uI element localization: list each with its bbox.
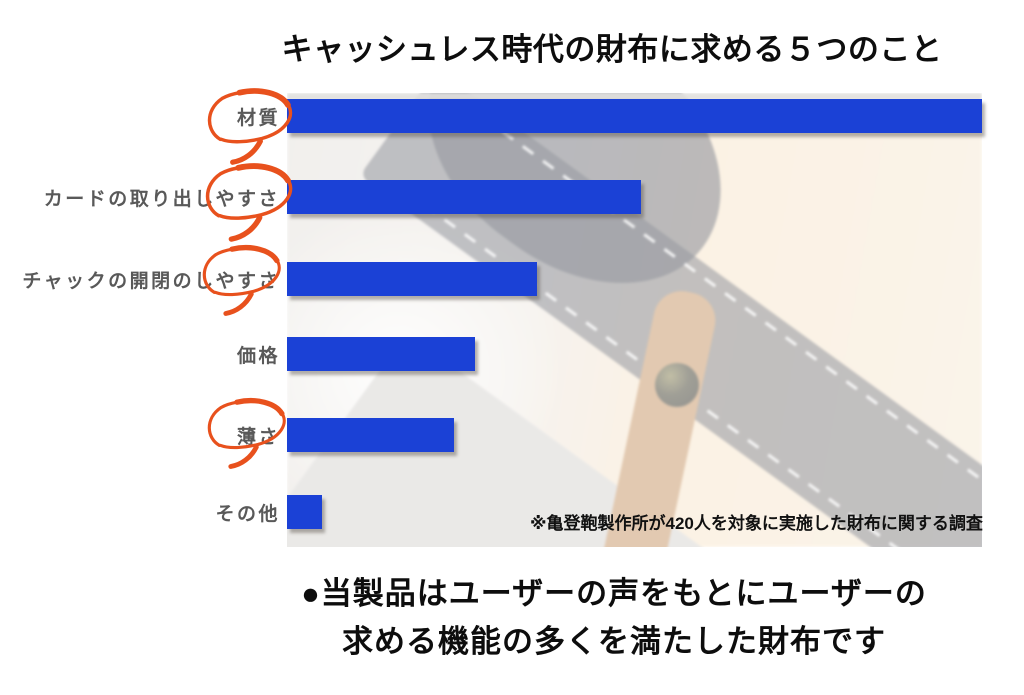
bar-card-access bbox=[287, 180, 642, 214]
caption-block: ●当製品はユーザーの声をもとにユーザーの 求める機能の多くを満たした財布です bbox=[301, 570, 927, 666]
bar-thinness bbox=[287, 418, 454, 452]
plot-area bbox=[287, 93, 982, 547]
chart-row: カードの取り出しやすさ bbox=[0, 180, 1024, 214]
bar-price bbox=[287, 337, 475, 371]
chart-row: 価格 bbox=[0, 337, 1024, 371]
wallet-snap-button bbox=[655, 363, 699, 407]
chart-row: チャックの開閉のしやすさ bbox=[0, 262, 1024, 296]
source-note: ※亀登鞄製作所が420人を対象に実施した財布に関する調査 bbox=[530, 514, 983, 533]
caption-line-2: 求める機能の多くを満たした財布です bbox=[342, 624, 886, 659]
chart-title: キャッシュレス時代の財布に求める５つのこと bbox=[281, 32, 943, 67]
chart-row: 薄さ bbox=[0, 418, 1024, 452]
category-label-card-access: カードの取り出しやすさ bbox=[43, 188, 280, 210]
category-label-zipper-ease: チャックの開閉のしやすさ bbox=[22, 270, 280, 292]
chart-row: その他 bbox=[0, 495, 1024, 529]
category-label-other: その他 bbox=[215, 503, 280, 525]
caption-line-1: ●当製品はユーザーの声をもとにユーザーの bbox=[301, 576, 927, 611]
category-label-material: 材質 bbox=[236, 107, 280, 129]
wallet-photo-background bbox=[287, 93, 982, 547]
bar-zipper-ease bbox=[287, 262, 538, 296]
category-label-thinness: 薄さ bbox=[236, 426, 280, 448]
chart-row: 材質 bbox=[0, 99, 1024, 133]
bar-other bbox=[287, 495, 322, 529]
photo-top-edge bbox=[287, 93, 982, 100]
bar-material bbox=[287, 99, 982, 133]
category-label-price: 価格 bbox=[236, 345, 280, 367]
